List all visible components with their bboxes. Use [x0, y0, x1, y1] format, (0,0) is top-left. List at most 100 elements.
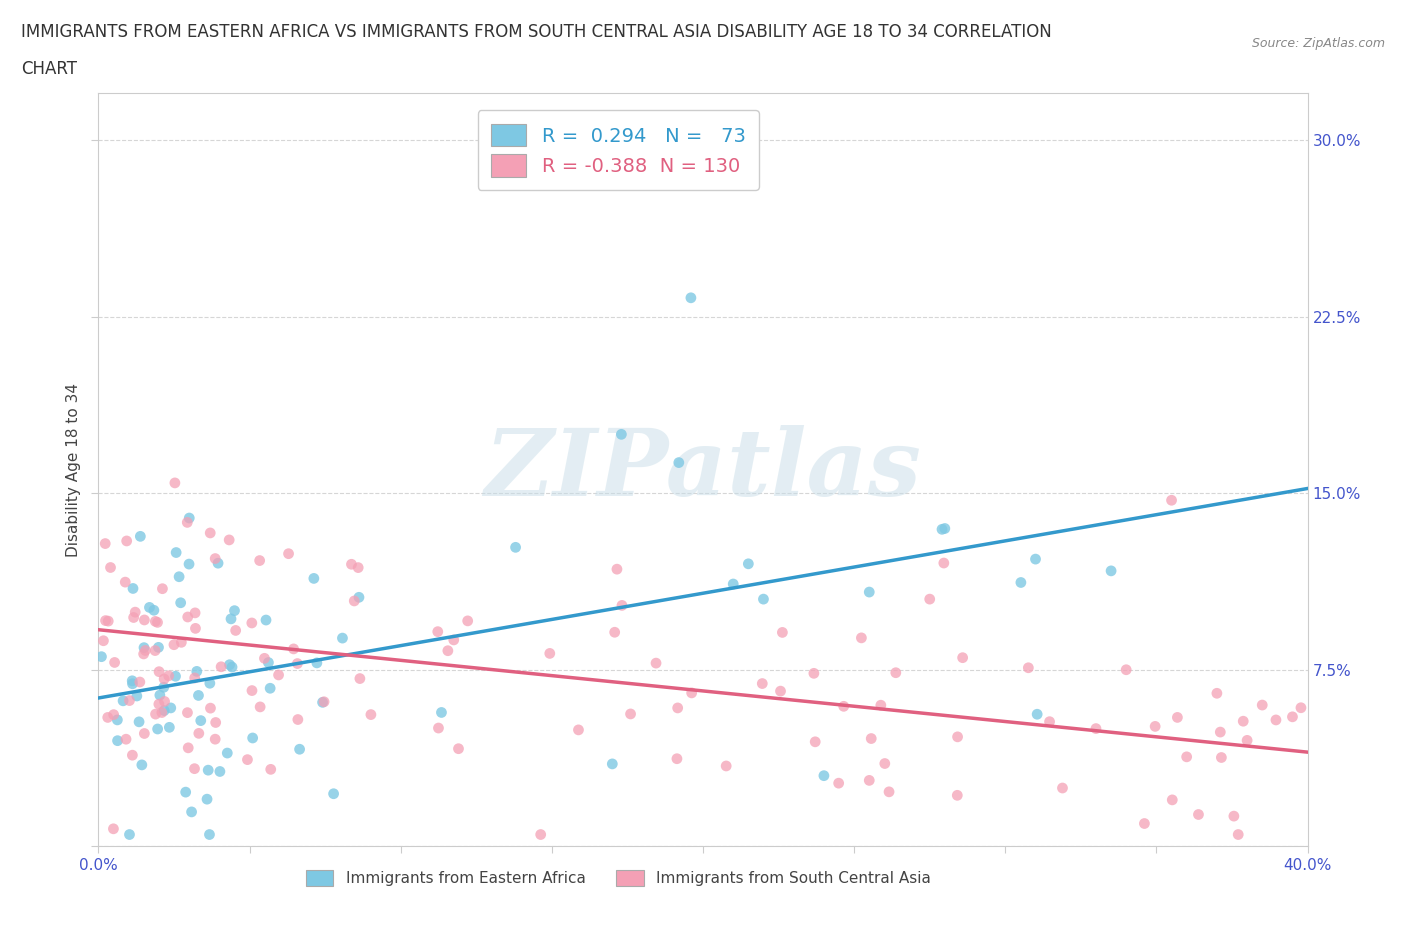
Point	[305, 656, 328, 671]
Point	[918, 591, 941, 606]
Point	[148, 664, 170, 679]
Point	[347, 560, 370, 575]
Point	[128, 674, 150, 689]
Point	[217, 746, 239, 761]
Point	[94, 536, 117, 551]
Point	[204, 715, 226, 730]
Point	[437, 644, 460, 658]
Point	[134, 613, 156, 628]
Point	[1281, 710, 1303, 724]
Point	[610, 427, 633, 442]
Point	[134, 726, 156, 741]
Point	[1115, 662, 1137, 677]
Point	[159, 700, 181, 715]
Point	[118, 693, 141, 708]
Point	[208, 764, 231, 779]
Point	[287, 657, 309, 671]
Point	[1223, 809, 1246, 824]
Point	[94, 613, 117, 628]
Text: IMMIGRANTS FROM EASTERN AFRICA VS IMMIGRANTS FROM SOUTH CENTRAL ASIA DISABILITY : IMMIGRANTS FROM EASTERN AFRICA VS IMMIGR…	[21, 23, 1052, 41]
Point	[288, 742, 311, 757]
Point	[1026, 707, 1049, 722]
Point	[606, 562, 628, 577]
Point	[195, 791, 218, 806]
Point	[714, 759, 737, 774]
Point	[167, 569, 190, 584]
Point	[148, 697, 170, 711]
Point	[218, 533, 240, 548]
Point	[138, 600, 160, 615]
Point	[242, 731, 264, 746]
Text: ZIPatlas: ZIPatlas	[485, 425, 921, 514]
Point	[567, 723, 589, 737]
Point	[128, 714, 150, 729]
Point	[267, 668, 290, 683]
Point	[427, 721, 450, 736]
Point	[860, 731, 883, 746]
Point	[832, 698, 855, 713]
Point	[184, 605, 207, 620]
Point	[257, 655, 280, 670]
Point	[311, 695, 333, 710]
Point	[97, 614, 120, 629]
Point	[115, 534, 138, 549]
Point	[240, 616, 263, 631]
Point	[645, 656, 668, 671]
Point	[443, 632, 465, 647]
Point	[312, 695, 335, 710]
Point	[751, 676, 773, 691]
Point	[176, 705, 198, 720]
Point	[125, 688, 148, 703]
Point	[153, 694, 176, 709]
Point	[1251, 698, 1274, 712]
Point	[176, 515, 198, 530]
Point	[426, 624, 449, 639]
Point	[122, 581, 145, 596]
Point	[752, 591, 775, 606]
Point	[174, 785, 197, 800]
Point	[121, 748, 143, 763]
Point	[157, 720, 180, 735]
Point	[187, 688, 209, 703]
Point	[134, 643, 156, 658]
Point	[1161, 792, 1184, 807]
Point	[207, 556, 229, 571]
Point	[177, 609, 200, 624]
Point	[737, 556, 759, 571]
Point	[190, 713, 212, 728]
Point	[253, 651, 276, 666]
Point	[430, 705, 453, 720]
Point	[457, 614, 479, 629]
Point	[1187, 807, 1209, 822]
Point	[1236, 733, 1258, 748]
Point	[103, 707, 125, 722]
Point	[204, 732, 226, 747]
Point	[1232, 713, 1254, 728]
Point	[132, 646, 155, 661]
Point	[219, 611, 242, 626]
Point	[146, 615, 169, 630]
Point	[287, 712, 309, 727]
Point	[260, 762, 283, 777]
Point	[1206, 685, 1229, 700]
Point	[100, 560, 122, 575]
Point	[1017, 660, 1039, 675]
Point	[177, 740, 200, 755]
Point	[769, 684, 792, 698]
Point	[1289, 700, 1312, 715]
Point	[1099, 564, 1122, 578]
Point	[1211, 751, 1233, 765]
Point	[1227, 827, 1250, 842]
Point	[93, 633, 115, 648]
Point	[180, 804, 202, 819]
Point	[209, 659, 232, 674]
Point	[804, 735, 827, 750]
Point	[679, 290, 702, 305]
Point	[931, 522, 953, 537]
Point	[946, 788, 969, 803]
Point	[610, 598, 633, 613]
Point	[343, 593, 366, 608]
Point	[1175, 750, 1198, 764]
Point	[803, 666, 825, 681]
Point	[142, 603, 165, 618]
